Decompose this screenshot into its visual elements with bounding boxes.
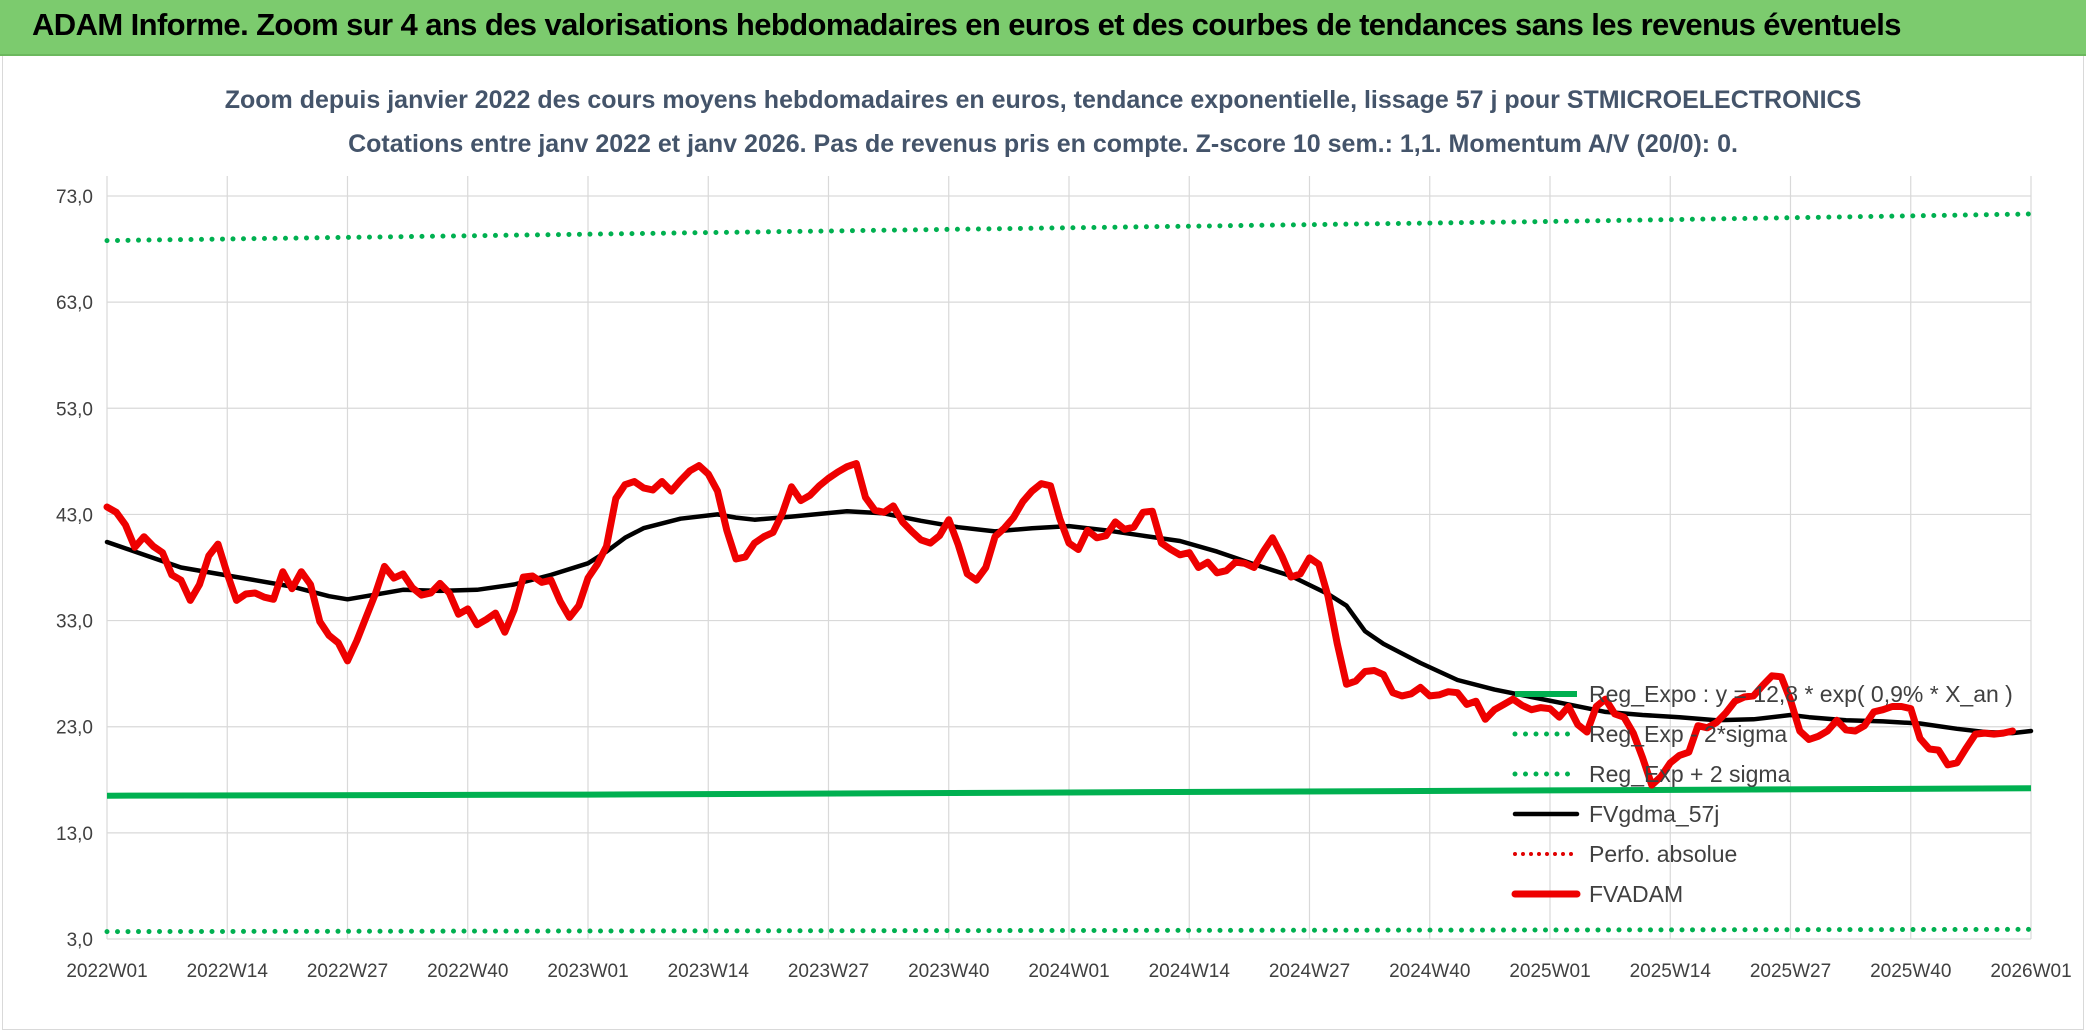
y-tick-label: 63,0 [56,293,93,314]
x-tick-label: 2022W14 [187,961,269,982]
x-tick-label: 2025W01 [1509,961,1590,982]
x-tick-label: 2022W01 [66,961,147,982]
legend-reg-expo: Reg_Expo : y = 12,8 * exp( 0,9% * X_an ) [1515,681,2013,707]
y-tick-label: 23,0 [56,718,93,739]
y-tick-label: 3,0 [67,930,93,951]
x-tick-label: 2023W14 [668,961,750,982]
chart-legend: Reg_Expo : y = 12,8 * exp( 0,9% * X_an )… [1511,681,2013,907]
x-axis: 2022W01 2022W14 2022W27 2022W40 2023W01 2023W… [66,961,2071,982]
x-tick-label: 2024W01 [1028,961,1109,982]
x-tick-label: 2025W40 [1870,961,1951,982]
y-axis: 73,0 63,0 53,0 43,0 33,0 23,0 13,0 3,0 [56,187,93,951]
x-tick-label: 2022W27 [307,961,388,982]
x-tick-label: 2025W14 [1630,961,1712,982]
x-tick-label: 2023W27 [788,961,869,982]
x-tick-label: 2025W27 [1750,961,1831,982]
x-tick-label: 2024W27 [1269,961,1350,982]
fvadam-line [103,460,2016,789]
legend-label: FVgdma_57j [1589,801,1719,827]
line-chart: Zoom depuis janvier 2022 des cours moyen… [56,86,2072,982]
y-tick-label: 73,0 [56,187,93,208]
legend-reg-minus-2sigma: Reg_Exp - 2*sigma [1512,721,1787,747]
chart-subtitle: Cotations entre janv 2022 et janv 2026. … [348,130,1738,158]
y-tick-label: 13,0 [56,824,93,845]
legend-label: Perfo. absolue [1589,841,1737,867]
y-tick-label: 43,0 [56,505,93,526]
x-tick-label: 2023W40 [908,961,989,982]
x-tick-label: 2026W01 [1990,961,2071,982]
y-tick-label: 53,0 [56,399,93,420]
x-tick-label: 2024W14 [1149,961,1231,982]
legend-reg-plus-2sigma: Reg_Exp + 2 sigma [1512,761,1791,787]
legend-label: Reg_Expo : y = 12,8 * exp( 0,9% * X_an ) [1589,681,2013,707]
chart-area: Zoom depuis janvier 2022 des cours moyen… [2,56,2084,1030]
reg-expo-line [106,785,2032,799]
legend-fvadam: FVADAM [1511,881,1683,907]
report-title: ADAM Informe. Zoom sur 4 ans des valoris… [32,7,1902,42]
chart-grid [106,176,2032,940]
series-layer [103,211,2034,935]
x-tick-label: 2023W01 [547,961,628,982]
x-tick-label: 2024W40 [1389,961,1470,982]
x-tick-label: 2022W40 [427,961,508,982]
legend-label: Reg_Exp - 2*sigma [1589,721,1787,747]
report-banner: ADAM Informe. Zoom sur 4 ans des valoris… [0,0,2086,56]
legend-label: FVADAM [1589,881,1683,907]
legend-perfo-absolue: Perfo. absolue [1513,841,1737,867]
legend-fvgdma-57j: FVgdma_57j [1512,801,1719,827]
chart-title: Zoom depuis janvier 2022 des cours moyen… [225,86,1862,114]
legend-label: Reg_Exp + 2 sigma [1589,761,1791,787]
y-tick-label: 33,0 [56,612,93,633]
